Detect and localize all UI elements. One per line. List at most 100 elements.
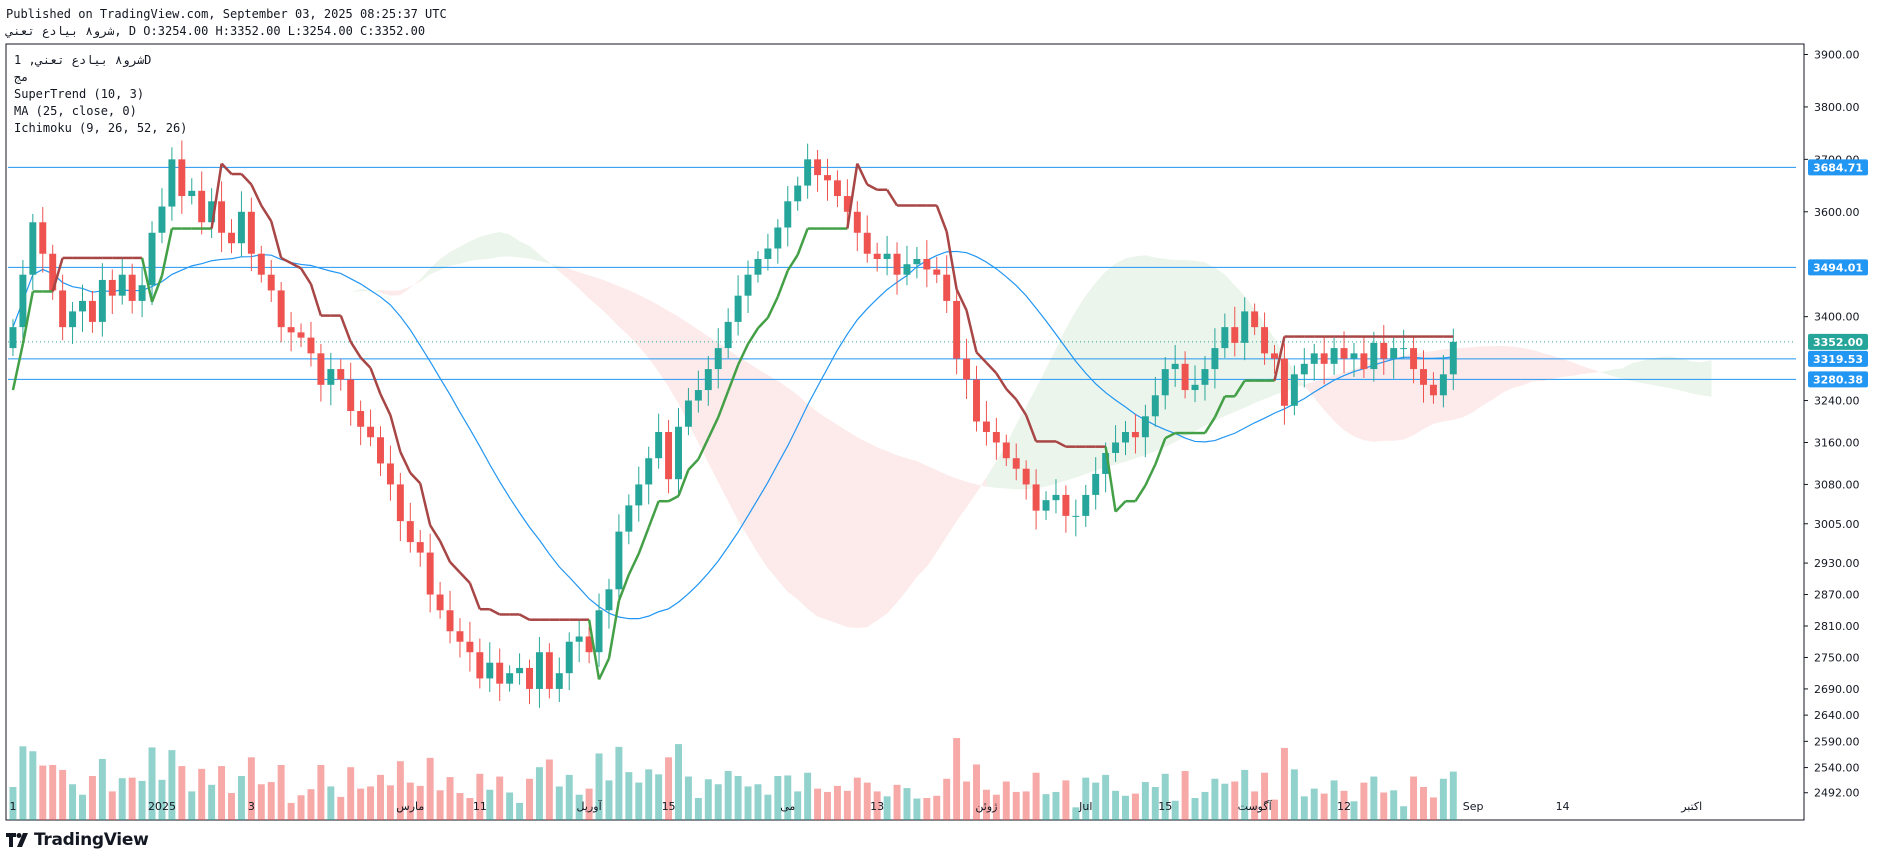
cloud-segment (728, 349, 739, 521)
cloud-segment (648, 299, 659, 373)
candle-body (1400, 348, 1408, 350)
x-tick-label: آوريل (577, 799, 603, 813)
cloud-segment (1691, 361, 1702, 396)
volume-bar (1370, 776, 1378, 820)
candle-body (704, 369, 712, 391)
cloud-segment (450, 246, 460, 266)
candle-body (1221, 327, 1229, 349)
volume-bar (992, 794, 1000, 820)
candle-body (595, 610, 603, 653)
volume-bar (1112, 790, 1120, 820)
x-tick-label: مارس (396, 800, 424, 813)
volume-bar (1280, 747, 1288, 820)
volume-bar (615, 746, 623, 820)
cloud-segment (509, 234, 520, 258)
cloud-segment (827, 418, 838, 624)
volume-bar (1390, 790, 1398, 820)
supertrend-segment (1015, 398, 1028, 416)
indicator-supertrend[interactable]: SuperTrend (10, 3) (14, 87, 145, 101)
cloud-segment (1165, 258, 1176, 448)
candle-body (555, 673, 563, 689)
cloud-segment (877, 447, 888, 621)
candle-body (655, 432, 663, 459)
candle-body (208, 201, 216, 223)
ohlc-readout: شرو٨ بيادع تعني, D O:3254.00 H:3352.00 L… (6, 24, 426, 38)
supertrend-segment (1154, 437, 1167, 465)
supertrend-segment (459, 571, 471, 584)
candle-body (1092, 473, 1100, 495)
volume-bar (675, 744, 682, 820)
candle-body (1439, 374, 1447, 396)
cloud-segment (380, 289, 391, 296)
cloud-segment (678, 316, 689, 424)
volume-bar (526, 778, 533, 820)
cloud-segment (1383, 357, 1394, 441)
candle-body (19, 274, 27, 328)
candle-body (446, 610, 454, 632)
volume-bar (327, 786, 335, 820)
candle-body (178, 159, 186, 197)
volume-bar (863, 782, 871, 820)
cloud-segment (559, 265, 570, 280)
supertrend-segment (985, 361, 998, 375)
volume-bar (386, 785, 394, 820)
volume-bar (1420, 787, 1427, 820)
supertrend-segment (309, 283, 323, 316)
supertrend-segment (617, 574, 631, 602)
cloud-segment (350, 288, 361, 293)
cloud-segment (1651, 356, 1662, 387)
volume-bar (1340, 790, 1348, 820)
cloud-segment (1622, 363, 1633, 382)
cloud-segment (787, 387, 798, 600)
candle-body (615, 531, 623, 590)
candle-body (1161, 369, 1169, 396)
indicator-ma[interactable]: MA (25, close, 0) (14, 104, 137, 118)
candle-body (1410, 348, 1418, 370)
supertrend-segment (1005, 388, 1018, 401)
candle-body (317, 353, 325, 385)
price-label-bg (1808, 259, 1868, 276)
cloud-segment (1632, 360, 1643, 384)
candle-body (1082, 494, 1090, 516)
candle-body (526, 667, 533, 689)
candle-body (933, 269, 941, 275)
candle-body (923, 258, 931, 270)
candle-body (79, 300, 86, 312)
y-tick-label: 3800.00 (1814, 101, 1860, 114)
volume-bar (1400, 806, 1408, 820)
supertrend-segment (369, 367, 382, 395)
cloud-segment (718, 343, 729, 502)
supertrend-segment (260, 204, 273, 222)
supertrend-segment (1104, 446, 1117, 512)
candle-body (39, 222, 47, 254)
supertrend-segment (51, 257, 64, 292)
candle-body (575, 636, 583, 642)
candle-body (118, 274, 126, 296)
supertrend-segment (677, 469, 690, 497)
y-tick-label: 2750.00 (1814, 651, 1860, 664)
price-label-bg (1808, 333, 1868, 350)
supertrend-segment (717, 390, 730, 418)
supertrend-segment (1024, 414, 1038, 442)
volume-bar (178, 766, 186, 820)
candle-body (744, 274, 752, 296)
volume-bar (1042, 794, 1050, 820)
supertrend-segment (607, 600, 621, 659)
volume-bar (665, 757, 673, 820)
indicator-ichimoku[interactable]: Ichimoku (9, 26, 52, 26) (14, 121, 188, 135)
cloud-segment (589, 275, 600, 308)
cloud-segment (430, 258, 441, 275)
tradingview-logo[interactable]: TradingView (6, 830, 149, 850)
candle-body (814, 159, 822, 176)
cloud-segment (340, 288, 351, 293)
x-tick-label: آگوست (1238, 799, 1273, 813)
cloud-segment (1612, 368, 1623, 379)
volume-bar (59, 769, 67, 820)
ichimoku-cloud (271, 231, 1712, 629)
cloud-segment (1006, 424, 1017, 490)
candle-body (1370, 342, 1378, 370)
candle-body (675, 426, 682, 480)
volume-bar (973, 764, 980, 820)
cloud-segment (539, 254, 550, 264)
